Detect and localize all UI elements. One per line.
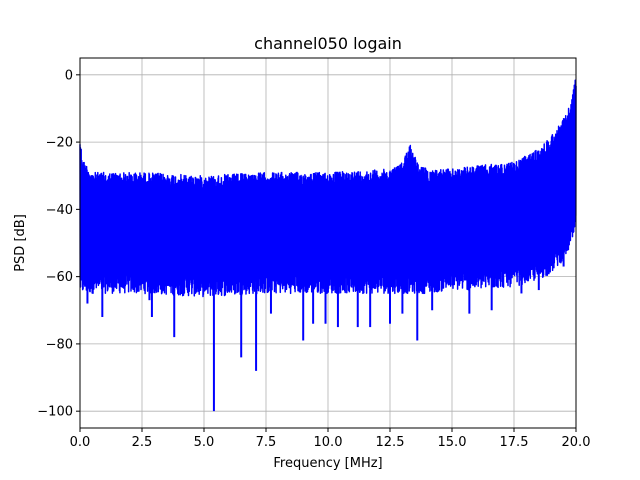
x-tick-label: 10.0	[314, 435, 343, 450]
y-tick-label: −80	[46, 337, 73, 352]
psd-series-line	[79, 79, 577, 298]
x-tick-label: 20.0	[562, 435, 591, 450]
ticks: 0.0 2.5 5.0 7.5 10.0 12.5 15.0 17.5 20.0 0 −20 −40 −…	[37, 68, 590, 450]
x-axis-label: Frequency [MHz]	[273, 456, 382, 471]
y-tick-label: −20	[46, 136, 73, 151]
x-tick-label: 12.5	[376, 435, 405, 450]
y-tick-label: 0	[65, 68, 73, 83]
plot-area	[79, 79, 577, 412]
x-tick-label: 7.5	[256, 435, 277, 450]
x-tick-label: 0.0	[70, 435, 91, 450]
x-tick-label: 15.0	[438, 435, 467, 450]
y-tick-label: −100	[37, 405, 73, 420]
y-tick-label: −40	[46, 203, 73, 218]
y-axis-label: PSD [dB]	[13, 214, 28, 272]
y-tick-label: −60	[46, 270, 73, 285]
chart-title: channel050 logain	[254, 34, 402, 53]
x-tick-label: 17.5	[500, 435, 529, 450]
x-tick-label: 5.0	[194, 435, 215, 450]
x-tick-label: 2.5	[132, 435, 153, 450]
